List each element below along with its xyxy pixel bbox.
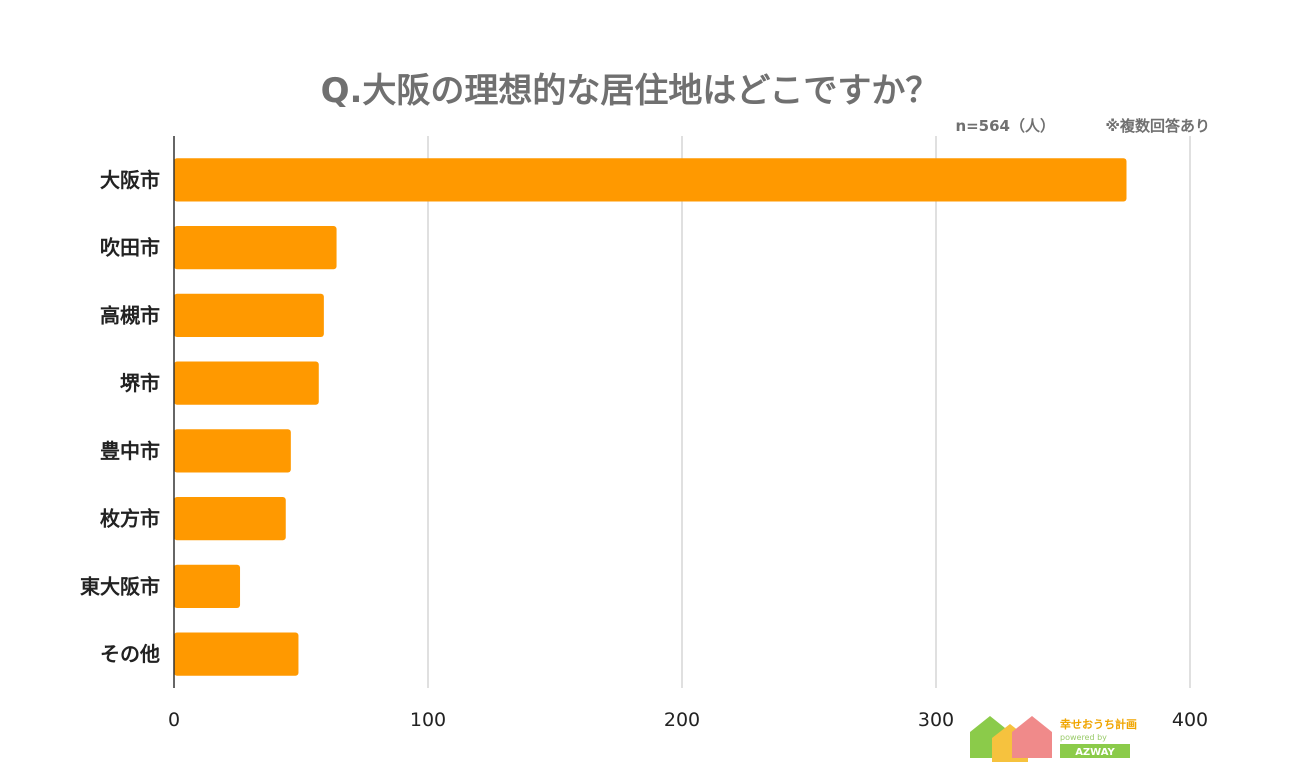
category-label: 吹田市 [100,236,160,260]
category-label: 堺市 [120,371,160,395]
category-label: 大阪市 [100,168,160,192]
logo-name-text: 幸せおうち計画 [1060,717,1137,731]
bar-5 [174,496,286,541]
x-tick-label: 100 [410,709,446,731]
category-label: 東大阪市 [80,574,160,598]
bar-1 [174,225,337,270]
gridlines [427,136,1191,688]
bar-4 [174,429,291,473]
bar-0 [174,158,1127,202]
pink-house-icon [1012,716,1052,758]
bar-6 [174,564,241,609]
category-label: その他 [100,642,160,666]
bar-7 [174,632,299,676]
chart-title: Q.大阪の理想的な居住地はどこですか？ [321,71,940,111]
x-tick-labels: 0 100 200 300 400 [168,709,1208,731]
logo-sub-text: powered by [1060,733,1107,742]
bar-2 [174,293,324,338]
bar-3 [174,361,319,405]
x-tick-label: 0 [168,709,180,731]
shiawase-ouchi-keikaku-logo: 幸せおうち計画 powered by AZWAY [970,716,1137,762]
category-label: 豊中市 [100,439,160,463]
category-label: 高槻市 [100,303,160,327]
x-tick-label: 200 [664,709,700,731]
x-tick-label: 300 [918,709,954,731]
x-tick-label: 400 [1172,709,1208,731]
logo-brand-badge [1060,744,1130,758]
sample-size-note: n=564（人） [955,117,1055,135]
multiple-answer-note: ※複数回答あり [1105,117,1210,135]
category-label: 枚方市 [100,507,160,531]
bars [174,158,1127,676]
logo-brand-text: AZWAY [1075,747,1115,758]
